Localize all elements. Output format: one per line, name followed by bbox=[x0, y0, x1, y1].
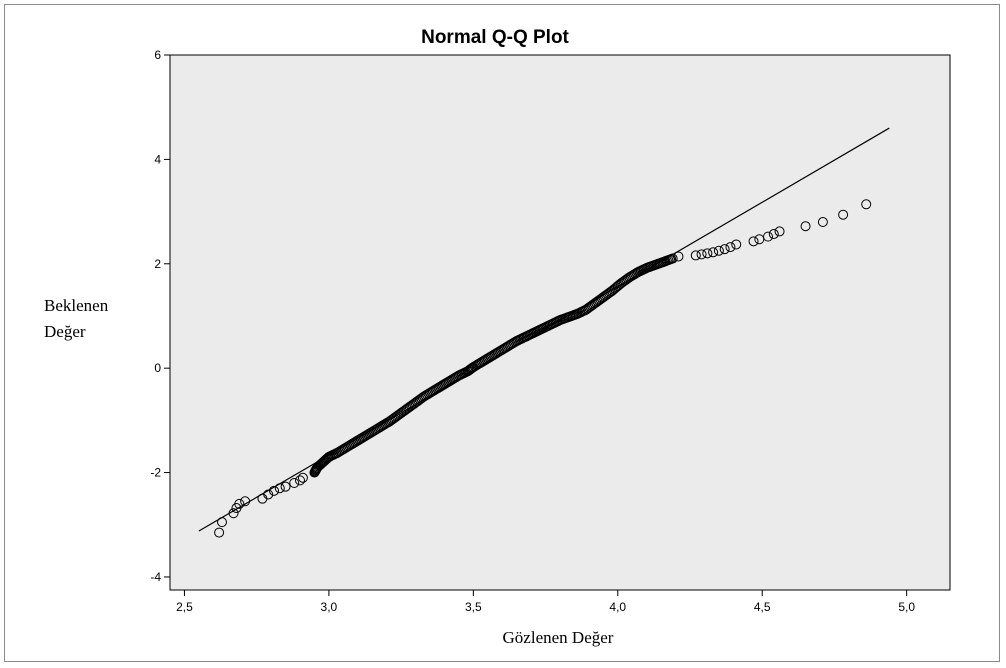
data-point bbox=[572, 308, 583, 319]
data-point bbox=[358, 432, 369, 443]
data-point bbox=[503, 341, 513, 352]
data-point bbox=[731, 239, 742, 250]
data-point bbox=[494, 346, 505, 357]
data-point bbox=[485, 351, 496, 362]
data-point bbox=[748, 236, 759, 247]
y-tick-label: 0 bbox=[154, 361, 161, 375]
data-point bbox=[624, 272, 635, 283]
data-point bbox=[384, 416, 395, 427]
data-point bbox=[477, 356, 487, 367]
data-point bbox=[690, 250, 701, 261]
data-point bbox=[289, 478, 300, 488]
data-point bbox=[401, 403, 412, 414]
x-axis-label: Gözlenen Değer bbox=[503, 628, 614, 647]
data-point bbox=[468, 362, 479, 373]
x-tick-label: 3,5 bbox=[465, 600, 482, 614]
data-point bbox=[427, 386, 438, 397]
x-tick-label: 2,5 bbox=[176, 600, 193, 614]
data-point bbox=[763, 231, 773, 242]
y-tick-label: -4 bbox=[150, 570, 161, 584]
data-point bbox=[708, 247, 719, 258]
data-point bbox=[774, 226, 785, 237]
data-point bbox=[520, 331, 531, 342]
data-point bbox=[861, 199, 872, 210]
data-point bbox=[800, 221, 811, 232]
data-point bbox=[529, 327, 539, 338]
data-point bbox=[696, 249, 707, 260]
y-axis-label-line-2: Değer bbox=[44, 322, 86, 341]
x-tick-label: 4,0 bbox=[609, 600, 626, 614]
data-point bbox=[295, 475, 305, 486]
data-point bbox=[511, 336, 522, 347]
data-point bbox=[713, 245, 724, 256]
data-point bbox=[607, 285, 617, 296]
data-point bbox=[309, 467, 320, 478]
data-point bbox=[581, 304, 591, 315]
data-point bbox=[375, 421, 386, 432]
y-axis-label-line-1: Beklenen bbox=[44, 296, 109, 315]
data-point bbox=[280, 481, 291, 492]
y-tick-label: 2 bbox=[154, 257, 161, 271]
data-point bbox=[725, 242, 736, 253]
chart-title: Normal Q-Q Plot bbox=[421, 27, 569, 48]
data-points bbox=[214, 199, 872, 538]
x-tick-label: 5,0 bbox=[898, 600, 915, 614]
data-point bbox=[768, 229, 779, 240]
data-point bbox=[667, 253, 678, 264]
data-point bbox=[633, 267, 643, 278]
data-point bbox=[234, 498, 245, 509]
data-point bbox=[341, 442, 352, 453]
data-point bbox=[702, 248, 713, 259]
data-point bbox=[659, 256, 669, 267]
data-point bbox=[263, 489, 274, 500]
data-point bbox=[214, 527, 225, 538]
data-point bbox=[312, 462, 323, 473]
data-point bbox=[589, 298, 600, 309]
x-tick-label: 3,0 bbox=[321, 600, 338, 614]
data-point bbox=[598, 292, 609, 303]
data-point bbox=[445, 375, 456, 386]
data-point bbox=[297, 472, 308, 483]
data-point bbox=[393, 410, 404, 421]
data-point bbox=[217, 517, 227, 528]
data-point bbox=[318, 457, 329, 468]
data-point bbox=[817, 217, 828, 228]
y-tick-label: 4 bbox=[154, 152, 161, 166]
data-point bbox=[563, 312, 574, 323]
data-point bbox=[410, 397, 421, 408]
data-point bbox=[650, 259, 661, 270]
data-point bbox=[546, 319, 557, 330]
y-tick-label: 6 bbox=[154, 48, 161, 62]
data-point bbox=[641, 262, 652, 273]
data-point bbox=[367, 426, 378, 437]
data-point bbox=[269, 485, 279, 496]
data-point bbox=[555, 315, 565, 326]
data-point bbox=[274, 483, 285, 494]
data-point bbox=[615, 278, 626, 289]
axes: 2,5 3,0 3,5 4,0 4,5 5,0 -4 -2 0 2 4 6 bbox=[150, 48, 915, 614]
data-point bbox=[332, 447, 343, 458]
data-point bbox=[436, 380, 447, 391]
y-tick-label: -2 bbox=[150, 466, 161, 480]
data-point bbox=[240, 496, 251, 507]
data-point bbox=[537, 323, 548, 334]
data-point bbox=[838, 209, 849, 220]
data-point bbox=[419, 391, 430, 402]
data-point bbox=[323, 451, 334, 462]
data-point bbox=[719, 244, 730, 255]
data-point bbox=[453, 370, 464, 381]
data-point bbox=[349, 437, 360, 448]
data-point bbox=[228, 508, 239, 519]
data-point bbox=[673, 251, 684, 262]
x-tick-label: 4,5 bbox=[754, 600, 771, 614]
